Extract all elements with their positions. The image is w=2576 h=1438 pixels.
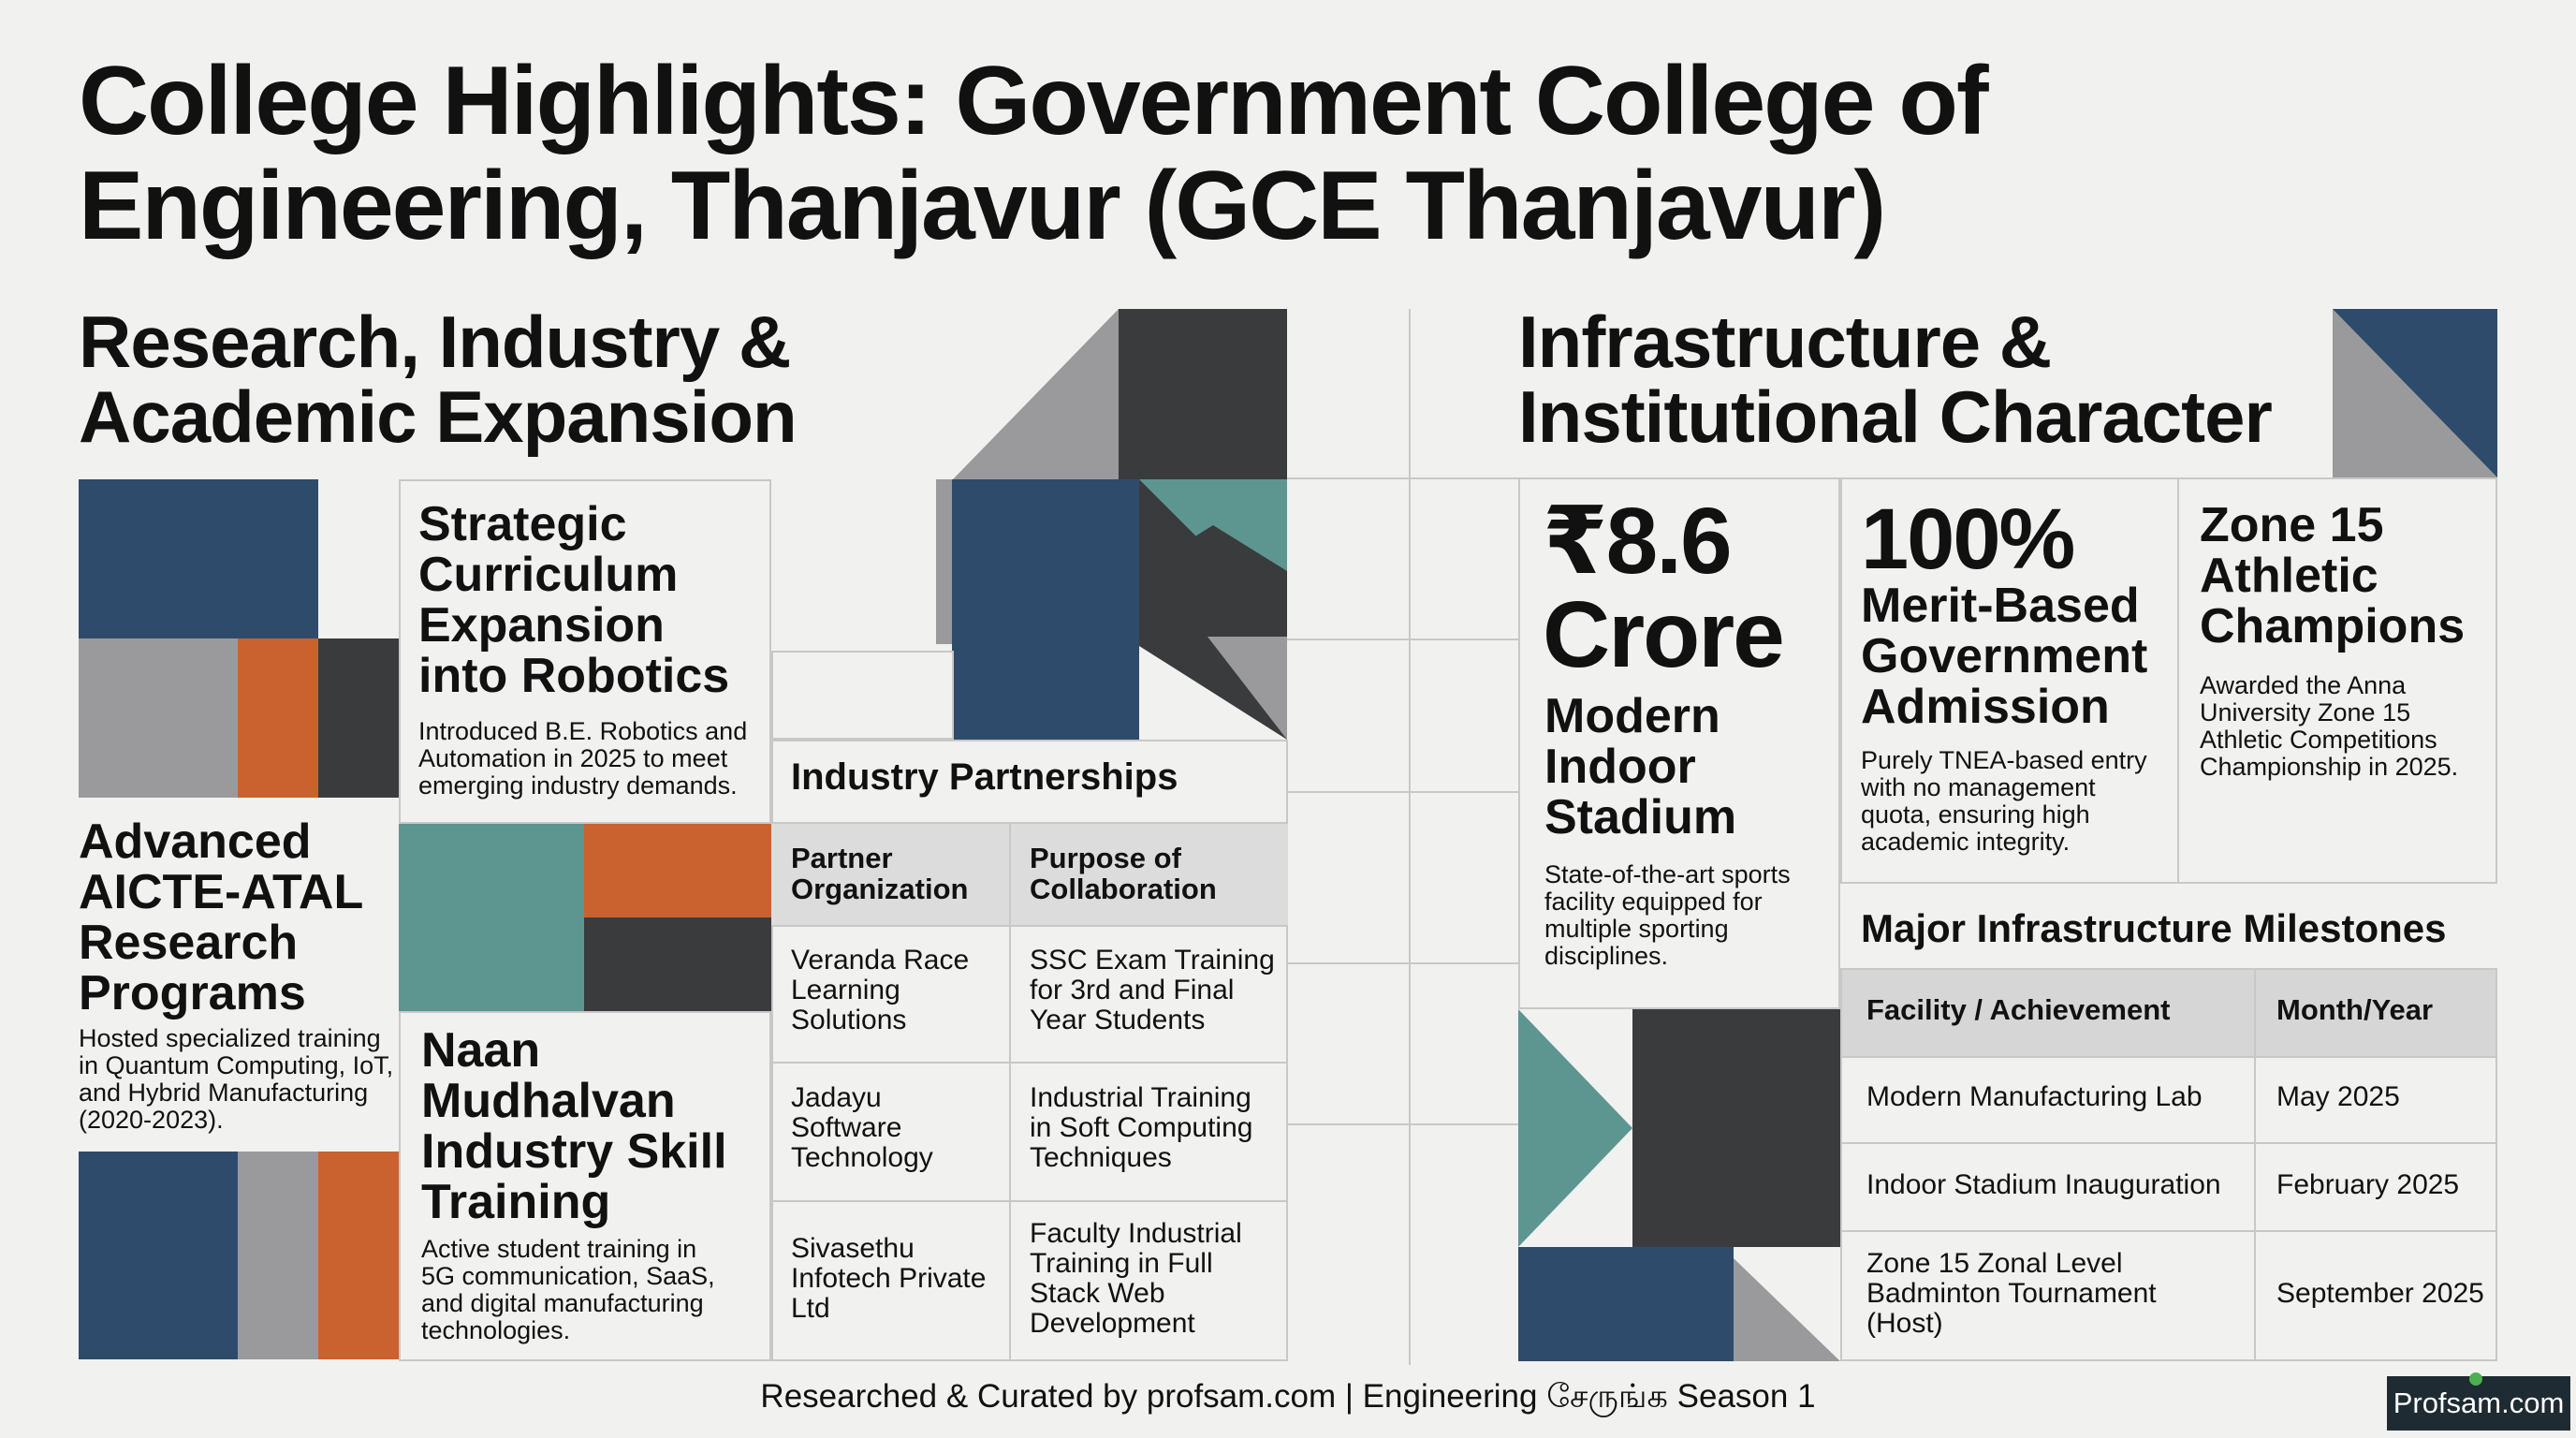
grid-line <box>771 822 1288 824</box>
curriculum-description: Introduced B.E. Robotics and Automation … <box>418 717 748 800</box>
decor-tile <box>952 479 1139 740</box>
decor-tile <box>584 917 771 1011</box>
profsam-logo[interactable]: Profsam.com <box>2387 1376 2570 1431</box>
milestones-title: Major Infrastructure Milestones <box>1861 906 2447 950</box>
grid-line <box>1840 1142 2497 1144</box>
decor-tile <box>1632 1009 1840 1247</box>
milestones-header-row <box>1842 970 2496 1056</box>
decor-tile <box>584 824 771 917</box>
partnerships-header-partner: Partner Organization <box>791 842 969 905</box>
geometric-art <box>2333 309 2497 477</box>
footer-credit: Researched & Curated by profsam.com | En… <box>760 1378 1816 1415</box>
decor-triangle <box>2333 309 2497 477</box>
grid-line <box>1287 962 1519 964</box>
title-line-2: Engineering, Thanjavur (GCE Thanjavur) <box>79 152 1886 260</box>
stadium-title: Modern Indoor Stadium <box>1544 689 1737 844</box>
title-line-1: College Highlights: Government College o… <box>79 47 1989 155</box>
decor-tile <box>771 651 954 740</box>
curriculum-card <box>399 479 771 824</box>
merit-title: Merit-Based Government Admission <box>1861 579 2148 734</box>
aicte-title: Advanced AICTE-ATAL Research Programs <box>79 814 364 1020</box>
table-cell: Indoor Stadium Inauguration <box>1866 1169 2221 1200</box>
table-cell: Zone 15 Zonal Level Badminton Tournament… <box>1866 1248 2157 1339</box>
grid-line <box>2254 970 2256 1361</box>
decor-tile <box>1518 1247 1734 1361</box>
geometric-art <box>936 309 1287 740</box>
grid-line <box>1287 1123 1519 1125</box>
grid-line <box>1287 791 1519 793</box>
table-cell: Industrial Training in Soft Computing Te… <box>1030 1082 1253 1173</box>
table-cell: May 2025 <box>2276 1081 2400 1112</box>
partnerships-header-purpose: Purpose of Collaboration <box>1030 842 1217 905</box>
section-divider <box>1409 309 1411 1365</box>
geometric-art <box>1518 1009 1840 1361</box>
grid-line <box>771 925 1288 927</box>
decor-triangle <box>1208 637 1287 740</box>
stadium-description: State-of-the-art sports facility equippe… <box>1544 860 1791 970</box>
curriculum-title: Strategic Curriculum Expansion into Robo… <box>418 497 730 703</box>
table-cell: Sivasethu Infotech Private Ltd <box>791 1233 987 1324</box>
decor-tile <box>79 638 238 798</box>
zone-title: Zone 15 Athletic Champions <box>2200 498 2466 653</box>
milestones-table <box>1840 968 2497 1361</box>
decor-tile <box>79 1152 238 1359</box>
decor-tile <box>318 1152 399 1359</box>
decor-tile <box>238 1152 318 1359</box>
stadium-amount: ₹8.6 Crore <box>1543 489 1785 687</box>
table-cell: September 2025 <box>2276 1278 2484 1309</box>
decor-tile <box>79 479 318 638</box>
decor-triangle <box>1734 1258 1840 1361</box>
merit-description: Purely TNEA-based entry with no manageme… <box>1861 746 2147 856</box>
grid-line <box>1840 1230 2497 1232</box>
logo-leaf-icon <box>2469 1372 2482 1386</box>
grid-line <box>771 1062 1288 1064</box>
right-section-heading: Infrastructure & Institutional Character <box>1518 301 2273 458</box>
decor-triangle <box>953 309 1119 479</box>
table-cell: Veranda Race Learning Solutions <box>791 945 970 1035</box>
stadium-card <box>1518 477 1840 1009</box>
partnerships-header-row <box>771 822 1288 925</box>
milestones-header-date: Month/Year <box>2276 993 2434 1026</box>
grid-line <box>771 1200 1288 1202</box>
decor-triangle <box>1518 1009 1632 1247</box>
table-cell: February 2025 <box>2276 1169 2460 1200</box>
partnerships-title: Industry Partnerships <box>791 756 1178 798</box>
milestones-header-facility: Facility / Achievement <box>1866 993 2171 1026</box>
decor-tile <box>238 638 318 798</box>
naan-mudhalvan-card <box>399 1011 771 1361</box>
zone-card <box>2177 477 2497 884</box>
naan-mudhalvan-title: Naan Mudhalvan Industry Skill Training <box>421 1023 727 1229</box>
decor-triangle <box>1139 646 1287 740</box>
grid-line <box>1840 1056 2497 1058</box>
decor-tile <box>318 638 399 798</box>
decor-tile <box>399 824 584 1011</box>
table-cell: SSC Exam Training for 3rd and Final Year… <box>1030 945 1275 1035</box>
left-section-heading: Research, Industry & Academic Expansion <box>79 301 798 458</box>
page-title: College Highlights: Government College o… <box>79 47 1989 260</box>
zone-description: Awarded the Anna University Zone 15 Athl… <box>2200 671 2459 781</box>
decor-triangle <box>1139 479 1287 571</box>
partnerships-table <box>771 740 1288 1361</box>
table-cell: Modern Manufacturing Lab <box>1866 1081 2203 1112</box>
table-cell: Jadayu Software Technology <box>791 1082 933 1173</box>
naan-mudhalvan-description: Active student training in 5G communicat… <box>421 1235 715 1344</box>
grid-line <box>1009 822 1011 1361</box>
grid-line <box>1287 638 1519 640</box>
table-cell: Faculty Industrial Training in Full Stac… <box>1030 1218 1242 1339</box>
aicte-description: Hosted specialized training in Quantum C… <box>79 1024 394 1134</box>
decor-triangle <box>1139 479 1287 627</box>
logo-text: Profsam.com <box>2393 1387 2565 1419</box>
decor-tile <box>1119 309 1287 479</box>
merit-percentage: 100% <box>1861 492 2075 587</box>
grid-line <box>1287 477 1519 479</box>
